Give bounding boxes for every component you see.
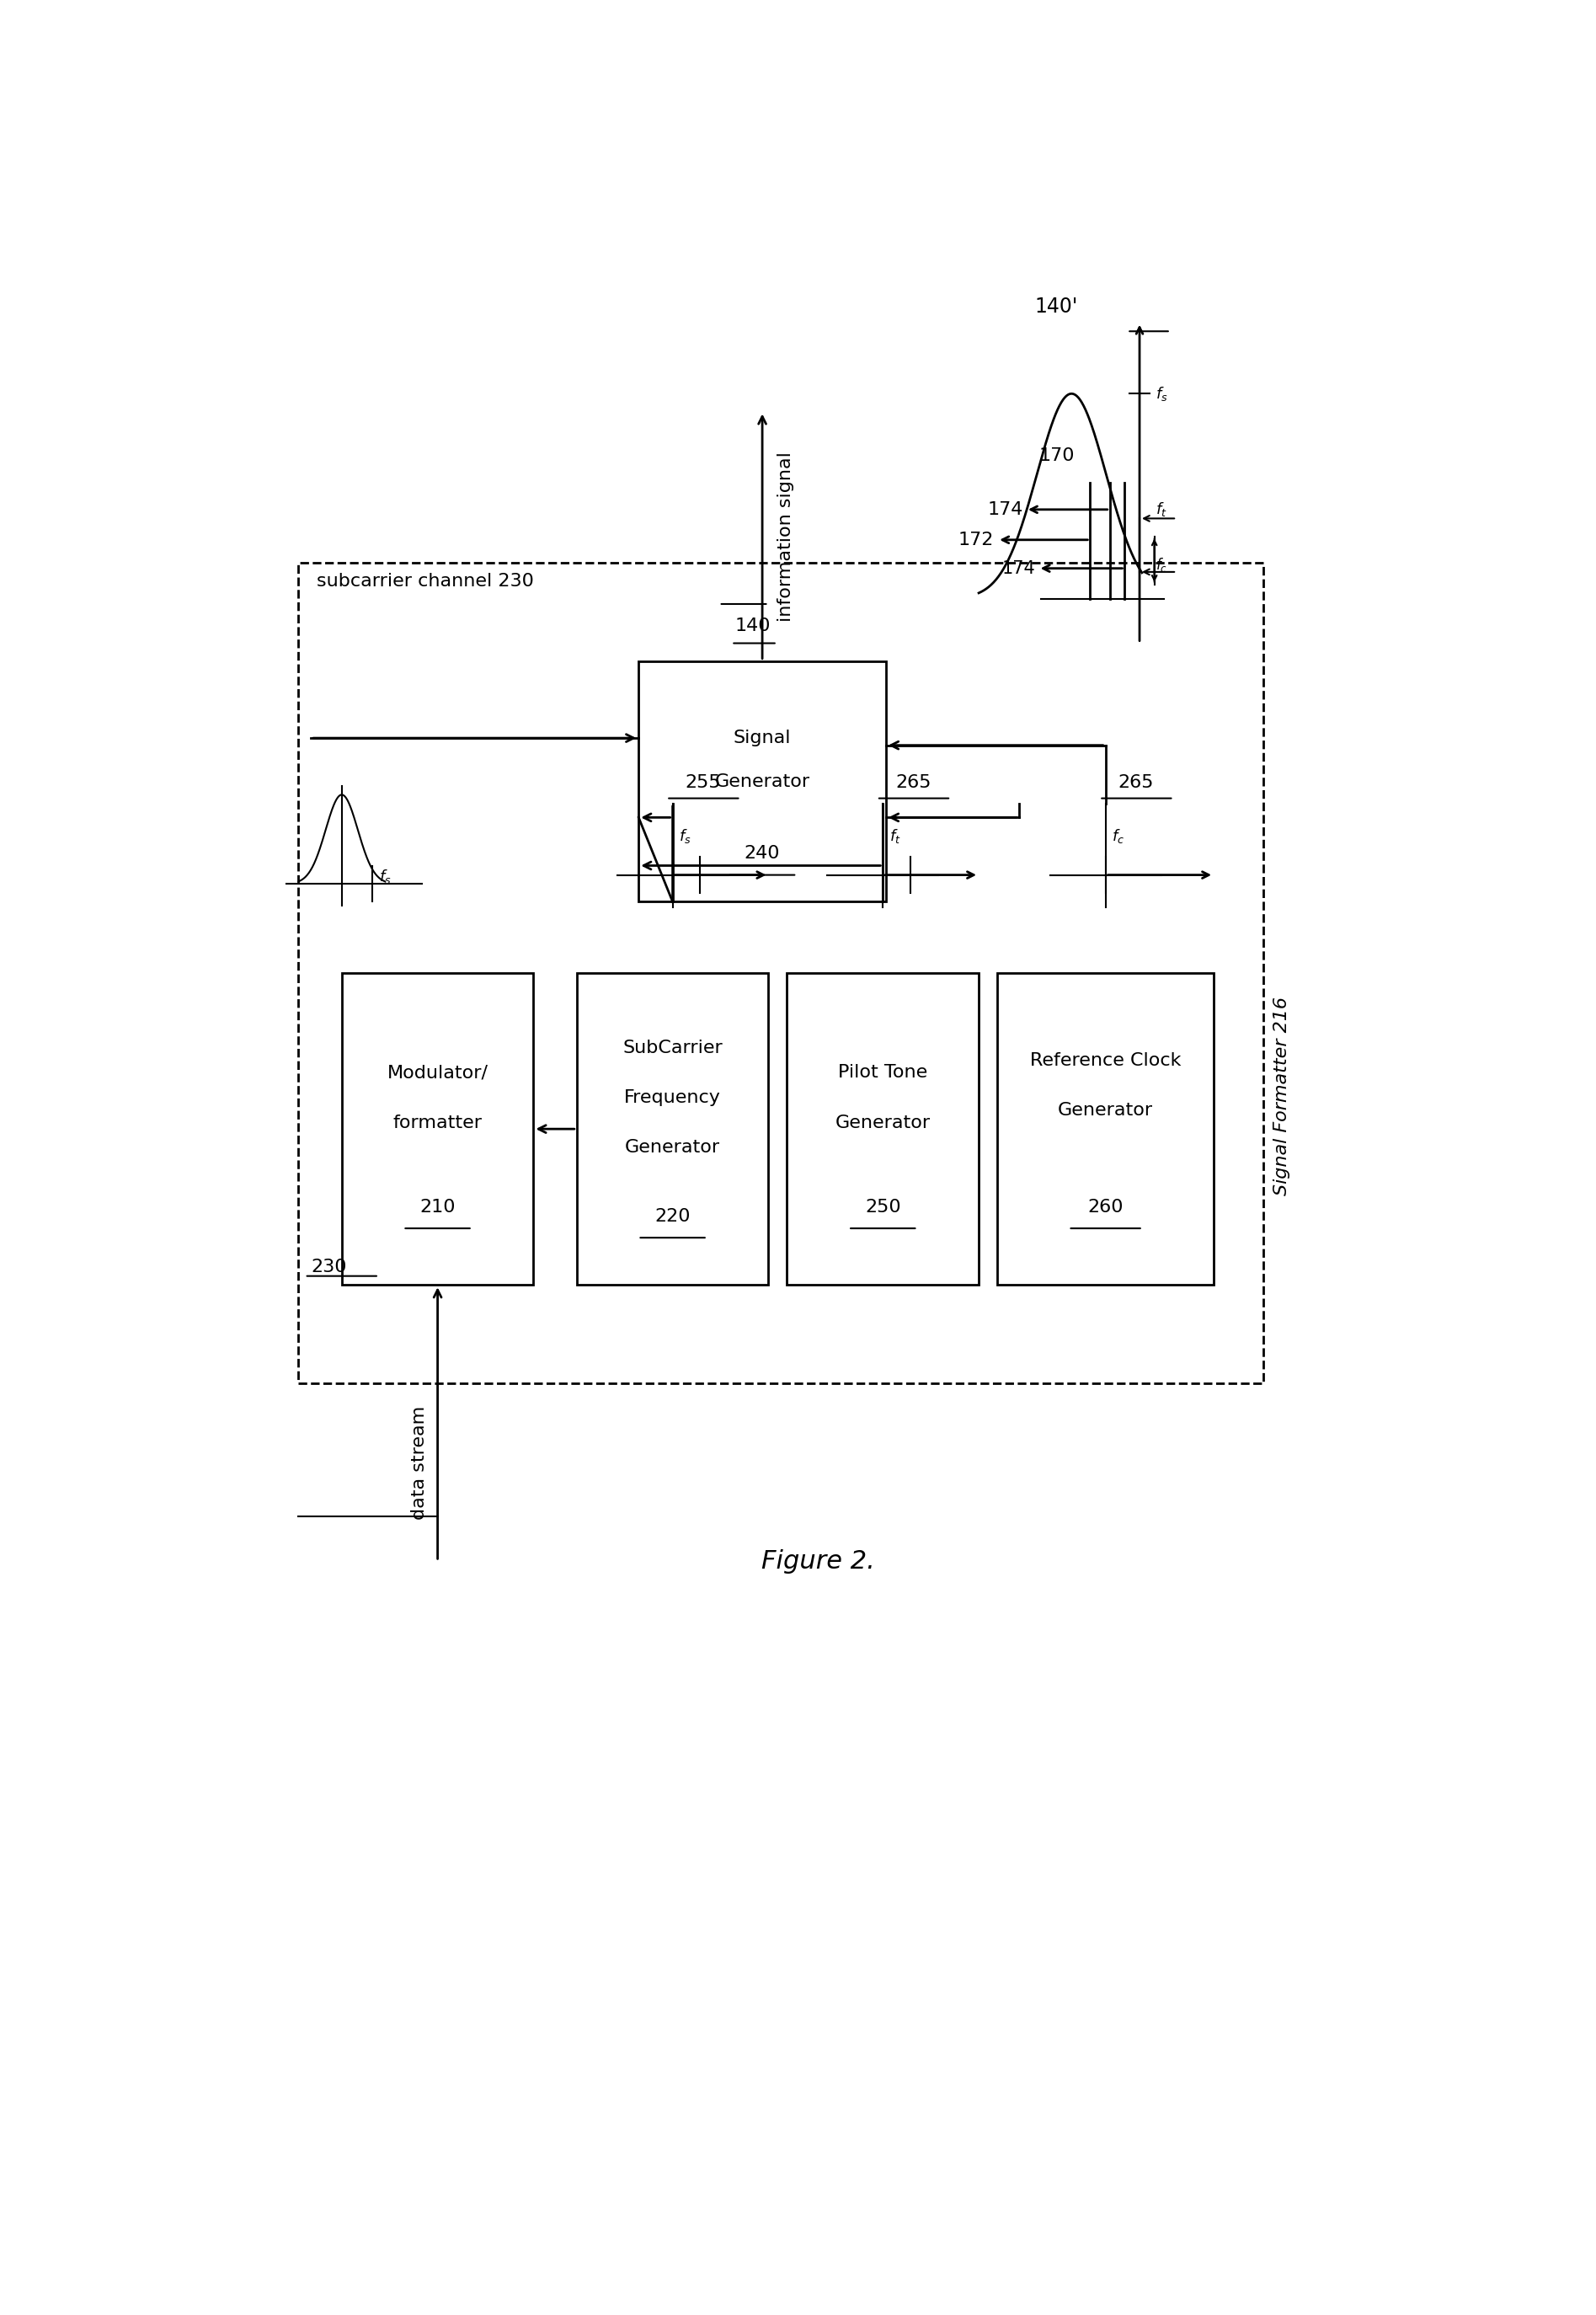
Text: Signal: Signal <box>734 729 792 745</box>
Text: $f_t$: $f_t$ <box>1156 500 1167 519</box>
Text: 260: 260 <box>1087 1199 1124 1215</box>
Text: 265: 265 <box>895 773 930 792</box>
Text: 265: 265 <box>1117 773 1154 792</box>
Text: 255: 255 <box>685 773 721 792</box>
Text: $f_c$: $f_c$ <box>1156 556 1168 574</box>
Text: 172: 172 <box>958 532 994 549</box>
Text: information signal: information signal <box>777 451 793 620</box>
Text: Generator: Generator <box>715 773 809 789</box>
Text: 230: 230 <box>311 1259 346 1276</box>
Text: Generator: Generator <box>1058 1102 1154 1118</box>
Text: 250: 250 <box>865 1199 900 1215</box>
Text: 174: 174 <box>988 500 1023 519</box>
Text: $f_c$: $f_c$ <box>1112 826 1125 845</box>
Text: formatter: formatter <box>393 1114 482 1132</box>
Text: $f_s$: $f_s$ <box>678 826 691 845</box>
Text: Modulator/: Modulator/ <box>388 1065 488 1081</box>
Text: $f_s$: $f_s$ <box>1156 384 1168 403</box>
Text: Reference Clock: Reference Clock <box>1029 1051 1181 1070</box>
Text: 140': 140' <box>1034 296 1077 317</box>
Text: Signal Formatter 216: Signal Formatter 216 <box>1274 995 1290 1195</box>
Text: 170: 170 <box>1039 447 1074 465</box>
Text: data stream: data stream <box>410 1405 428 1521</box>
Text: 140: 140 <box>734 618 771 634</box>
Text: Pilot Tone: Pilot Tone <box>838 1065 927 1081</box>
Text: Generator: Generator <box>835 1114 930 1132</box>
Text: subcarrier channel 230: subcarrier channel 230 <box>318 572 535 590</box>
Text: SubCarrier: SubCarrier <box>622 1039 723 1056</box>
Text: $f_t$: $f_t$ <box>889 826 900 845</box>
Text: Generator: Generator <box>626 1139 720 1155</box>
Text: Frequency: Frequency <box>624 1090 721 1107</box>
Text: Figure 2.: Figure 2. <box>761 1549 875 1574</box>
Text: 240: 240 <box>744 845 780 861</box>
Text: $f_s$: $f_s$ <box>378 868 391 887</box>
Text: 174: 174 <box>1002 560 1036 576</box>
Text: 210: 210 <box>420 1199 455 1215</box>
Text: 220: 220 <box>654 1208 691 1225</box>
